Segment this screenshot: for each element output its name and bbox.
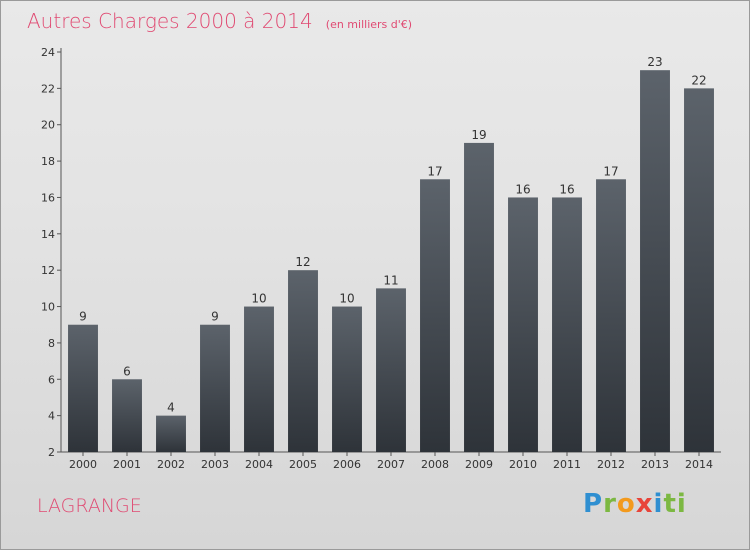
logo-letter: i bbox=[653, 489, 664, 519]
bar bbox=[508, 197, 538, 452]
commune-name: LAGRANGE bbox=[37, 495, 142, 517]
bar bbox=[376, 288, 406, 452]
y-tick-label: 12 bbox=[41, 264, 55, 277]
bar bbox=[200, 324, 230, 452]
y-tick-label: 16 bbox=[41, 191, 55, 204]
data-label: 6 bbox=[123, 364, 131, 378]
bar bbox=[288, 270, 318, 452]
x-tick-label: 2008 bbox=[421, 458, 449, 471]
y-tick-label: 2 bbox=[48, 446, 55, 459]
data-label: 17 bbox=[427, 164, 442, 178]
bar bbox=[684, 88, 714, 452]
x-tick-label: 2011 bbox=[553, 458, 581, 471]
y-tick-label: 10 bbox=[41, 301, 55, 314]
y-tick-label: 24 bbox=[41, 46, 55, 59]
x-tick-label: 2007 bbox=[377, 458, 405, 471]
y-tick-label: 18 bbox=[41, 155, 55, 168]
logo-letter: o bbox=[616, 489, 636, 519]
y-tick-label: 22 bbox=[41, 82, 55, 95]
logo-letter: r bbox=[603, 489, 617, 519]
y-tick-label: 14 bbox=[41, 228, 55, 241]
data-label: 16 bbox=[559, 182, 574, 196]
data-label: 19 bbox=[471, 128, 486, 142]
x-tick-label: 2006 bbox=[333, 458, 361, 471]
bar bbox=[112, 379, 142, 452]
bar bbox=[420, 179, 450, 453]
x-tick-label: 2009 bbox=[465, 458, 493, 471]
logo-letter: ti bbox=[663, 489, 687, 519]
bars bbox=[68, 70, 714, 453]
bar bbox=[68, 324, 98, 452]
data-label: 16 bbox=[515, 182, 530, 196]
chart-subtitle: (en milliers d'€) bbox=[325, 18, 413, 31]
data-label: 9 bbox=[211, 310, 219, 324]
data-label: 9 bbox=[79, 310, 87, 324]
bar bbox=[640, 70, 670, 452]
data-label: 4 bbox=[167, 401, 175, 415]
x-tick-label: 2010 bbox=[509, 458, 537, 471]
x-tick-label: 2003 bbox=[201, 458, 229, 471]
logo-letter: x bbox=[635, 489, 654, 519]
bar bbox=[552, 197, 582, 452]
y-tick-label: 4 bbox=[48, 410, 55, 423]
bar bbox=[244, 306, 274, 452]
data-label: 23 bbox=[647, 55, 662, 69]
x-tick-label: 2013 bbox=[641, 458, 669, 471]
data-label: 22 bbox=[691, 73, 706, 87]
x-tick-label: 2001 bbox=[113, 458, 141, 471]
bar bbox=[156, 415, 186, 452]
bar bbox=[464, 142, 494, 452]
data-label: 10 bbox=[339, 292, 354, 306]
data-label: 12 bbox=[295, 255, 310, 269]
data-label: 17 bbox=[603, 164, 618, 178]
proxiti-logo: Proxiti bbox=[583, 489, 687, 519]
y-tick-label: 20 bbox=[41, 119, 55, 132]
x-tick-label: 2004 bbox=[245, 458, 273, 471]
bar bbox=[596, 179, 626, 453]
x-tick-label: 2002 bbox=[157, 458, 185, 471]
x-tick-label: 2000 bbox=[69, 458, 97, 471]
data-label: 10 bbox=[251, 292, 266, 306]
chart-title: Autres Charges 2000 à 2014 bbox=[27, 9, 313, 33]
logo-letter: P bbox=[583, 489, 604, 519]
y-tick-label: 6 bbox=[48, 373, 55, 386]
bar bbox=[332, 306, 362, 452]
labels: 2000 9 2001 6 2002 4 2003 9 2004 10 2005 12 2006 10 20… bbox=[69, 55, 713, 471]
x-tick-label: 2012 bbox=[597, 458, 625, 471]
x-tick-label: 2005 bbox=[289, 458, 317, 471]
y-tick-label: 8 bbox=[48, 337, 55, 350]
title-row: Autres Charges 2000 à 2014 (en milliers … bbox=[27, 9, 412, 33]
data-label: 11 bbox=[383, 273, 398, 287]
x-tick-label: 2014 bbox=[685, 458, 713, 471]
